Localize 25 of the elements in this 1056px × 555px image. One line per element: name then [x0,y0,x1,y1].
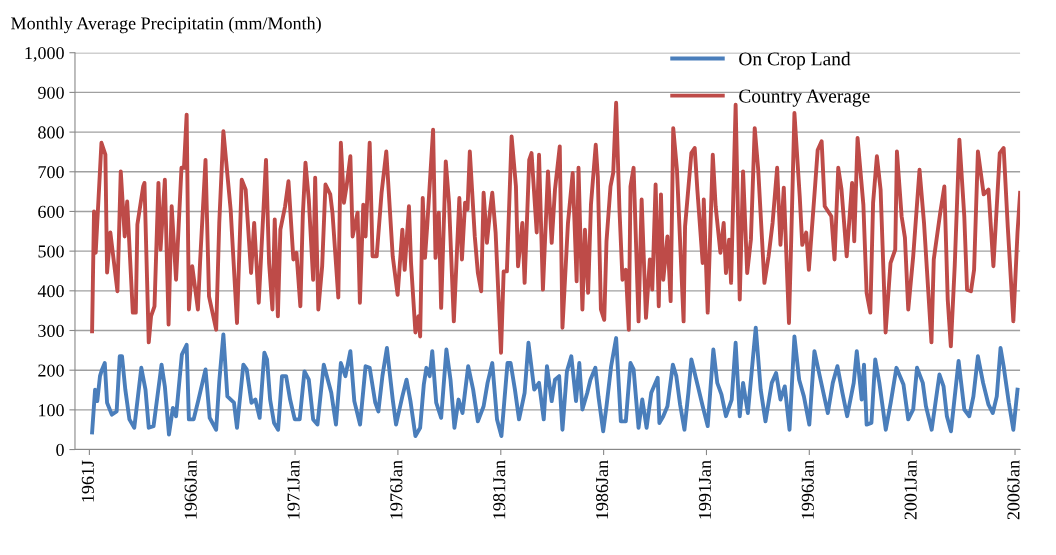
y-tick-label: 500 [38,245,64,258]
y-tick-label: 300 [38,324,64,337]
y-tick-label: 0 [56,443,64,456]
y-tick-label: 200 [38,364,64,377]
y-tick-label: 400 [37,285,64,298]
y-tick-label: 700 [38,166,64,179]
x-tick-label: 1961J [81,460,94,502]
y-tick-label: 100 [39,404,64,417]
x-tick-label: 1986Jan [595,460,609,519]
legend-label: Country Average [739,89,870,107]
x-tick-label: 1976Jan [390,460,403,519]
x-tick-label: 1981Jan [493,460,506,519]
x-tick-label: 1991Jan [698,460,711,519]
y-tick-label: 800 [38,126,64,139]
x-tick-label: 2001Jan [904,460,917,520]
legend-label: On Crop Land [739,51,851,70]
y-tick-label: 600 [38,205,64,218]
y-tick-label: 1,000 [25,46,64,62]
x-tick-label: 1966Jan [184,460,197,519]
y-tick-label: 900 [38,86,64,99]
line-series [90,325,1020,439]
x-tick-label: 2006Jan [1007,460,1020,520]
x-tick-label: 1971Jan [287,460,300,519]
x-tick-label: 1996Jan [801,460,814,519]
y-axis-title: Monthly Average Precipitatin (mm/Month) [11,16,321,34]
